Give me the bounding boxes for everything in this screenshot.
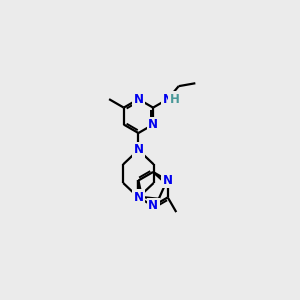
Text: N: N <box>163 174 173 187</box>
Text: N: N <box>134 93 143 106</box>
Text: N: N <box>163 93 173 106</box>
Text: N: N <box>148 118 158 131</box>
Text: H: H <box>170 93 180 106</box>
Text: N: N <box>134 191 143 204</box>
Text: N: N <box>148 200 158 212</box>
Text: N: N <box>134 143 143 157</box>
